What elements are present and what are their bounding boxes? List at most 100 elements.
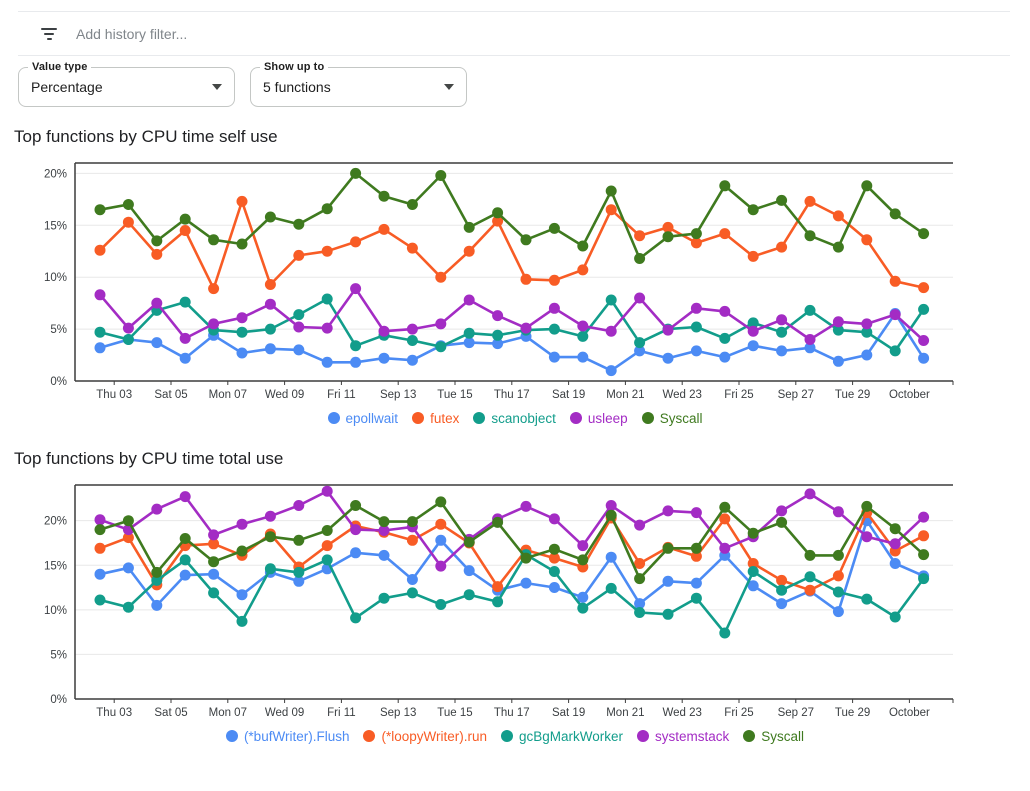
data-point[interactable] (236, 238, 248, 250)
data-point[interactable] (889, 275, 901, 287)
data-point[interactable] (151, 566, 163, 578)
data-point[interactable] (350, 500, 362, 511)
data-point[interactable] (861, 318, 873, 330)
data-point[interactable] (861, 593, 873, 605)
data-point[interactable] (634, 253, 646, 264)
data-point[interactable] (151, 235, 163, 247)
data-point[interactable] (350, 612, 362, 624)
data-point[interactable] (236, 545, 248, 557)
data-point[interactable] (492, 516, 504, 528)
data-point[interactable] (605, 500, 617, 511)
data-point[interactable] (463, 245, 475, 257)
data-point[interactable] (776, 574, 788, 586)
data-point[interactable] (435, 496, 447, 508)
data-point[interactable] (832, 506, 844, 518)
data-point[interactable] (406, 354, 418, 366)
data-point[interactable] (804, 304, 816, 316)
data-point[interactable] (889, 611, 901, 623)
data-point[interactable] (747, 527, 759, 539)
data-point[interactable] (605, 551, 617, 563)
data-point[interactable] (492, 207, 504, 219)
legend-item[interactable]: scanobject (473, 411, 556, 426)
data-point[interactable] (719, 180, 731, 192)
data-point[interactable] (122, 601, 134, 613)
data-point[interactable] (350, 167, 362, 179)
data-point[interactable] (321, 554, 333, 566)
data-point[interactable] (719, 627, 731, 639)
data-point[interactable] (179, 296, 191, 308)
data-point[interactable] (747, 566, 759, 577)
data-point[interactable] (208, 234, 220, 246)
data-point[interactable] (776, 516, 788, 528)
data-point[interactable] (236, 347, 248, 359)
data-point[interactable] (577, 591, 589, 603)
data-point[interactable] (747, 558, 759, 569)
data-point[interactable] (179, 569, 191, 581)
data-point[interactable] (435, 318, 447, 330)
data-point[interactable] (832, 549, 844, 561)
data-point[interactable] (350, 524, 362, 536)
data-point[interactable] (378, 325, 390, 337)
data-point[interactable] (605, 509, 617, 521)
data-point[interactable] (208, 318, 220, 330)
data-point[interactable] (719, 501, 731, 513)
chart-canvas-total-use[interactable]: 0% 5% 10% 15% 20% Thu 03 Sat 05 Mon 07 Wed 09 Fri… (0, 475, 1030, 723)
data-point[interactable] (690, 592, 702, 604)
data-point[interactable] (293, 500, 305, 511)
data-point[interactable] (321, 540, 333, 552)
data-point[interactable] (236, 326, 248, 338)
data-point[interactable] (463, 589, 475, 601)
data-point[interactable] (179, 332, 191, 344)
data-point[interactable] (719, 542, 731, 554)
data-point[interactable] (122, 322, 134, 334)
data-point[interactable] (94, 289, 106, 301)
data-point[interactable] (662, 221, 674, 233)
data-point[interactable] (406, 534, 418, 546)
data-point[interactable] (804, 195, 816, 207)
data-point[interactable] (293, 566, 305, 578)
data-point[interactable] (208, 538, 220, 550)
data-point[interactable] (492, 329, 504, 341)
data-point[interactable] (94, 514, 106, 526)
data-point[interactable] (548, 543, 560, 555)
data-point[interactable] (577, 351, 589, 363)
data-point[interactable] (321, 322, 333, 334)
data-point[interactable] (350, 356, 362, 368)
data-point[interactable] (719, 351, 731, 363)
data-point[interactable] (350, 340, 362, 352)
history-filter-input[interactable] (74, 24, 494, 43)
data-point[interactable] (804, 488, 816, 500)
data-point[interactable] (690, 237, 702, 249)
data-point[interactable] (719, 228, 731, 240)
data-point[interactable] (861, 326, 873, 338)
data-point[interactable] (179, 491, 191, 503)
data-point[interactable] (605, 325, 617, 337)
data-point[interactable] (605, 582, 617, 594)
data-point[interactable] (264, 563, 276, 575)
data-point[interactable] (378, 549, 390, 561)
data-point[interactable] (804, 549, 816, 561)
data-point[interactable] (520, 322, 532, 334)
data-point[interactable] (634, 230, 646, 242)
data-point[interactable] (463, 294, 475, 306)
data-point[interactable] (435, 599, 447, 610)
data-point[interactable] (520, 234, 532, 246)
data-point[interactable] (577, 264, 589, 276)
data-point[interactable] (520, 500, 532, 512)
data-point[interactable] (406, 323, 418, 335)
data-point[interactable] (832, 570, 844, 582)
data-point[interactable] (151, 503, 163, 515)
data-point[interactable] (321, 203, 333, 215)
data-point[interactable] (264, 343, 276, 355)
data-point[interactable] (548, 582, 560, 593)
legend-item[interactable]: (*loopyWriter).run (363, 729, 487, 744)
data-point[interactable] (293, 344, 305, 356)
data-point[interactable] (634, 558, 646, 569)
data-point[interactable] (690, 302, 702, 314)
data-point[interactable] (662, 324, 674, 336)
data-point[interactable] (605, 294, 617, 306)
data-point[interactable] (889, 208, 901, 220)
data-point[interactable] (350, 547, 362, 559)
data-point[interactable] (236, 615, 248, 627)
data-point[interactable] (321, 356, 333, 368)
